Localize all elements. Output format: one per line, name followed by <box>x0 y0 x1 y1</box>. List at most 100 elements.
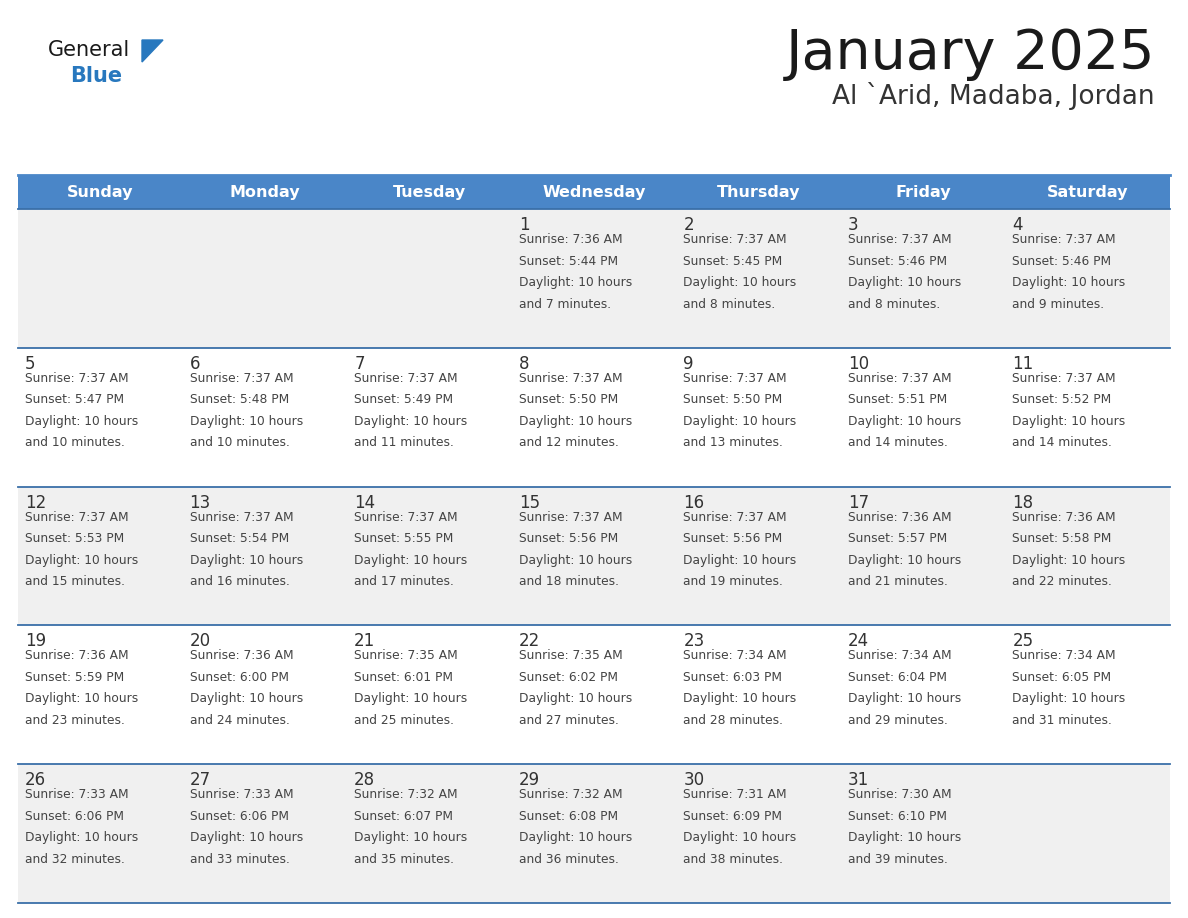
Text: Sunset: 5:50 PM: Sunset: 5:50 PM <box>683 393 783 407</box>
Text: and 35 minutes.: and 35 minutes. <box>354 853 454 866</box>
Text: 5: 5 <box>25 354 36 373</box>
Text: General: General <box>48 40 131 60</box>
Text: Sunset: 5:46 PM: Sunset: 5:46 PM <box>1012 254 1112 267</box>
Text: Sunset: 6:02 PM: Sunset: 6:02 PM <box>519 671 618 684</box>
Text: 27: 27 <box>190 771 210 789</box>
Text: Sunrise: 7:30 AM: Sunrise: 7:30 AM <box>848 789 952 801</box>
Text: Al `Arid, Madaba, Jordan: Al `Arid, Madaba, Jordan <box>833 82 1155 110</box>
Text: 28: 28 <box>354 771 375 789</box>
Text: 26: 26 <box>25 771 46 789</box>
Bar <box>18 764 1170 903</box>
Text: and 14 minutes.: and 14 minutes. <box>1012 436 1112 449</box>
Text: 30: 30 <box>683 771 704 789</box>
Text: Sunrise: 7:32 AM: Sunrise: 7:32 AM <box>519 789 623 801</box>
Text: Sunset: 5:45 PM: Sunset: 5:45 PM <box>683 254 783 267</box>
Text: 21: 21 <box>354 633 375 650</box>
Text: and 14 minutes.: and 14 minutes. <box>848 436 948 449</box>
Text: 8: 8 <box>519 354 529 373</box>
Text: Daylight: 10 hours: Daylight: 10 hours <box>848 276 961 289</box>
Text: Daylight: 10 hours: Daylight: 10 hours <box>848 831 961 845</box>
Text: 12: 12 <box>25 494 46 511</box>
Text: and 27 minutes.: and 27 minutes. <box>519 714 619 727</box>
Text: 10: 10 <box>848 354 868 373</box>
Text: Sunrise: 7:37 AM: Sunrise: 7:37 AM <box>683 510 786 523</box>
Text: Sunset: 5:49 PM: Sunset: 5:49 PM <box>354 393 454 407</box>
Text: 13: 13 <box>190 494 210 511</box>
Text: Sunrise: 7:37 AM: Sunrise: 7:37 AM <box>519 510 623 523</box>
Text: Sunrise: 7:36 AM: Sunrise: 7:36 AM <box>1012 510 1116 523</box>
Text: and 10 minutes.: and 10 minutes. <box>190 436 290 449</box>
Text: and 13 minutes.: and 13 minutes. <box>683 436 783 449</box>
Text: Wednesday: Wednesday <box>542 185 646 199</box>
Text: 16: 16 <box>683 494 704 511</box>
Text: 18: 18 <box>1012 494 1034 511</box>
Text: Sunset: 5:58 PM: Sunset: 5:58 PM <box>1012 532 1112 545</box>
Text: Daylight: 10 hours: Daylight: 10 hours <box>354 692 467 705</box>
Text: 15: 15 <box>519 494 539 511</box>
Text: 29: 29 <box>519 771 539 789</box>
Bar <box>18 625 1170 764</box>
Text: Sunset: 6:08 PM: Sunset: 6:08 PM <box>519 810 618 823</box>
Text: Daylight: 10 hours: Daylight: 10 hours <box>190 692 303 705</box>
Text: and 33 minutes.: and 33 minutes. <box>190 853 290 866</box>
Text: and 11 minutes.: and 11 minutes. <box>354 436 454 449</box>
Text: and 7 minutes.: and 7 minutes. <box>519 297 611 310</box>
Text: and 19 minutes.: and 19 minutes. <box>683 576 783 588</box>
Text: and 15 minutes.: and 15 minutes. <box>25 576 125 588</box>
Text: Sunset: 6:10 PM: Sunset: 6:10 PM <box>848 810 947 823</box>
Text: and 16 minutes.: and 16 minutes. <box>190 576 290 588</box>
Text: Sunrise: 7:37 AM: Sunrise: 7:37 AM <box>683 233 786 246</box>
Text: and 32 minutes.: and 32 minutes. <box>25 853 125 866</box>
Text: Daylight: 10 hours: Daylight: 10 hours <box>848 415 961 428</box>
Text: Daylight: 10 hours: Daylight: 10 hours <box>1012 692 1126 705</box>
Text: Sunrise: 7:37 AM: Sunrise: 7:37 AM <box>1012 372 1116 385</box>
Text: Daylight: 10 hours: Daylight: 10 hours <box>1012 554 1126 566</box>
Text: Sunset: 5:56 PM: Sunset: 5:56 PM <box>519 532 618 545</box>
Bar <box>18 487 1170 625</box>
Text: Sunrise: 7:35 AM: Sunrise: 7:35 AM <box>519 649 623 663</box>
Text: Sunrise: 7:34 AM: Sunrise: 7:34 AM <box>848 649 952 663</box>
Text: 17: 17 <box>848 494 868 511</box>
Text: Sunset: 5:59 PM: Sunset: 5:59 PM <box>25 671 125 684</box>
Text: Sunrise: 7:32 AM: Sunrise: 7:32 AM <box>354 789 457 801</box>
Text: 24: 24 <box>848 633 868 650</box>
Text: Sunrise: 7:36 AM: Sunrise: 7:36 AM <box>25 649 128 663</box>
Text: and 31 minutes.: and 31 minutes. <box>1012 714 1112 727</box>
Bar <box>18 348 1170 487</box>
Text: and 8 minutes.: and 8 minutes. <box>848 297 940 310</box>
Text: Daylight: 10 hours: Daylight: 10 hours <box>683 415 796 428</box>
Text: Sunrise: 7:37 AM: Sunrise: 7:37 AM <box>25 372 128 385</box>
Text: Blue: Blue <box>70 66 122 86</box>
Text: Tuesday: Tuesday <box>393 185 466 199</box>
Text: Sunset: 5:51 PM: Sunset: 5:51 PM <box>848 393 947 407</box>
Text: Daylight: 10 hours: Daylight: 10 hours <box>848 692 961 705</box>
Text: Sunset: 5:57 PM: Sunset: 5:57 PM <box>848 532 947 545</box>
Text: Sunrise: 7:37 AM: Sunrise: 7:37 AM <box>683 372 786 385</box>
Text: and 8 minutes.: and 8 minutes. <box>683 297 776 310</box>
Text: Daylight: 10 hours: Daylight: 10 hours <box>354 831 467 845</box>
Polygon shape <box>143 40 163 62</box>
Text: Daylight: 10 hours: Daylight: 10 hours <box>519 554 632 566</box>
Text: 9: 9 <box>683 354 694 373</box>
Text: Sunset: 5:55 PM: Sunset: 5:55 PM <box>354 532 454 545</box>
Text: Sunrise: 7:35 AM: Sunrise: 7:35 AM <box>354 649 457 663</box>
Text: Sunset: 5:54 PM: Sunset: 5:54 PM <box>190 532 289 545</box>
Text: Sunrise: 7:36 AM: Sunrise: 7:36 AM <box>848 510 952 523</box>
Text: Daylight: 10 hours: Daylight: 10 hours <box>683 831 796 845</box>
Text: Sunset: 6:04 PM: Sunset: 6:04 PM <box>848 671 947 684</box>
Text: Monday: Monday <box>229 185 301 199</box>
Text: Sunrise: 7:37 AM: Sunrise: 7:37 AM <box>519 372 623 385</box>
Text: Sunrise: 7:34 AM: Sunrise: 7:34 AM <box>1012 649 1116 663</box>
Text: Sunset: 5:44 PM: Sunset: 5:44 PM <box>519 254 618 267</box>
Text: and 25 minutes.: and 25 minutes. <box>354 714 454 727</box>
Text: Sunset: 5:48 PM: Sunset: 5:48 PM <box>190 393 289 407</box>
Text: Daylight: 10 hours: Daylight: 10 hours <box>1012 415 1126 428</box>
Text: Daylight: 10 hours: Daylight: 10 hours <box>848 554 961 566</box>
Text: and 24 minutes.: and 24 minutes. <box>190 714 290 727</box>
Text: 3: 3 <box>848 216 859 234</box>
Text: 23: 23 <box>683 633 704 650</box>
Text: and 17 minutes.: and 17 minutes. <box>354 576 454 588</box>
Text: Daylight: 10 hours: Daylight: 10 hours <box>354 415 467 428</box>
Text: Sunrise: 7:37 AM: Sunrise: 7:37 AM <box>848 372 952 385</box>
Text: January 2025: January 2025 <box>785 27 1155 81</box>
